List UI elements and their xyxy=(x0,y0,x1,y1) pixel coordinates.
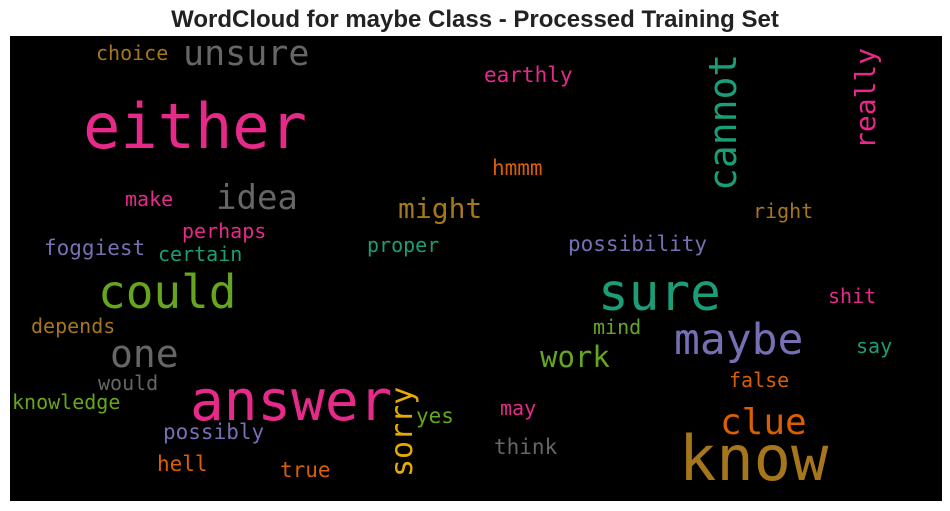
word-know: know xyxy=(679,422,829,495)
word-unsure: unsure xyxy=(183,36,310,74)
word-choice: choice xyxy=(96,41,169,65)
word-could: could xyxy=(98,265,237,319)
word-possibly: possibly xyxy=(163,420,265,444)
word-earthly: earthly xyxy=(484,63,573,87)
word-proper: proper xyxy=(367,233,440,257)
word-sure: sure xyxy=(598,264,721,323)
word-hell: hell xyxy=(157,452,208,476)
word-maybe: maybe xyxy=(674,315,804,365)
word-mind: mind xyxy=(593,315,642,339)
wordcloud-canvas: unsure choice either earthly cannot real… xyxy=(10,36,942,501)
figure-title: WordCloud for maybe Class - Processed Tr… xyxy=(171,6,779,33)
word-possibility: possibility xyxy=(568,232,708,256)
word-right: right xyxy=(753,199,814,223)
word-idea: idea xyxy=(216,178,298,218)
word-may: may xyxy=(500,396,537,420)
word-clue: clue xyxy=(720,402,807,443)
word-either: either xyxy=(83,90,307,163)
word-answer: answer xyxy=(190,369,393,434)
word-perhaps: perhaps xyxy=(182,219,267,243)
word-knowledge: knowledge xyxy=(12,390,121,414)
word-true: true xyxy=(280,458,331,482)
word-hmmm: hmmm xyxy=(492,156,543,180)
word-shit: shit xyxy=(828,284,877,308)
word-depends: depends xyxy=(31,314,116,338)
word-certain: certain xyxy=(158,242,243,266)
word-foggiest: foggiest xyxy=(44,236,146,260)
word-think: think xyxy=(494,435,558,459)
word-might: might xyxy=(398,192,483,225)
word-say: say xyxy=(856,334,893,358)
word-false: false xyxy=(729,368,790,392)
word-would: would xyxy=(98,371,159,395)
word-really: really xyxy=(849,47,882,149)
word-work: work xyxy=(540,340,610,374)
word-cannot: cannot xyxy=(701,53,745,191)
word-sorry: sorry xyxy=(385,386,420,477)
word-one: one xyxy=(110,332,179,376)
word-yes: yes xyxy=(416,404,454,428)
word-make: make xyxy=(125,187,174,211)
